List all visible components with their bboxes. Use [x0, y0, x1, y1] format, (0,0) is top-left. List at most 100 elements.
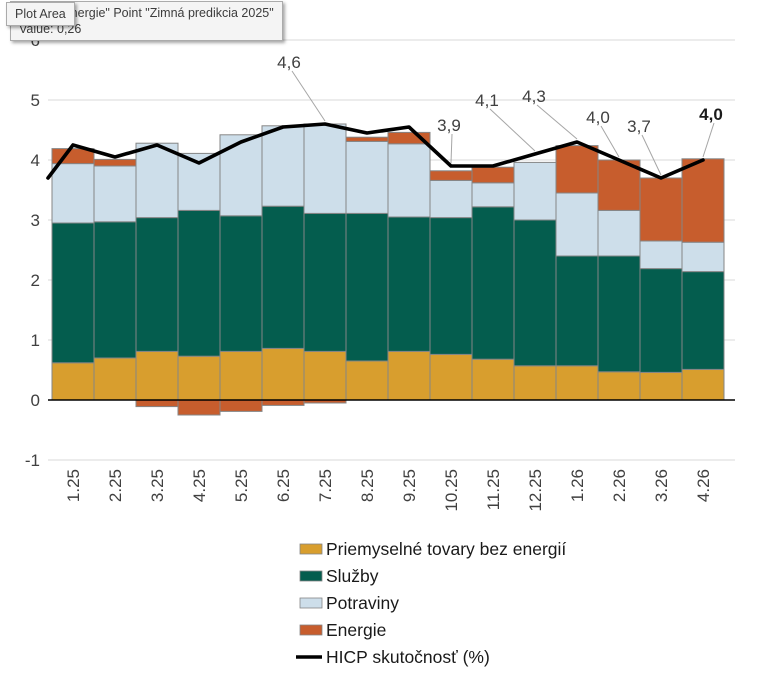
bar-segment-energie[interactable]: [345, 136, 389, 142]
bar-segment-priemyseln-tovary-bez-energi[interactable]: [471, 358, 515, 401]
hicp-data-label[interactable]: 4,6: [277, 53, 301, 72]
x-tick-label: 6.25: [274, 469, 293, 502]
bar-segment-energie[interactable]: [135, 399, 179, 408]
x-tick-label: 9.25: [400, 469, 419, 502]
bar-segment-potraviny[interactable]: [555, 192, 599, 257]
hicp-data-label[interactable]: 4,0: [699, 105, 723, 124]
bar-segment-energie[interactable]: [387, 131, 431, 145]
bar-segment-potraviny[interactable]: [345, 140, 389, 214]
bar-segment-slu-by[interactable]: [219, 215, 263, 352]
bar-segment-slu-by[interactable]: [429, 217, 473, 355]
bar-segment-energie[interactable]: [219, 399, 263, 412]
legend-marker-swatch[interactable]: [299, 597, 323, 609]
bar-segment-slu-by[interactable]: [303, 212, 347, 352]
bar-segment-energie[interactable]: [681, 158, 725, 243]
bar-segment-priemyseln-tovary-bez-energi[interactable]: [387, 350, 431, 401]
tooltip-plot-area-text: Plot Area: [15, 7, 66, 21]
bar-segment-priemyseln-tovary-bez-energi[interactable]: [135, 350, 179, 401]
bar-segment-slu-by[interactable]: [93, 221, 137, 359]
legend-item[interactable]: Energie: [299, 620, 386, 640]
x-tick-label: 1.26: [568, 469, 587, 502]
bar-segment-potraviny[interactable]: [93, 165, 137, 223]
legend-item[interactable]: Služby: [299, 566, 379, 586]
bar-segment-priemyseln-tovary-bez-energi[interactable]: [681, 368, 725, 401]
bar-segment-slu-by[interactable]: [261, 205, 305, 349]
bar-segment-priemyseln-tovary-bez-energi[interactable]: [93, 357, 137, 401]
bar-segment-potraviny[interactable]: [471, 182, 515, 208]
bar-segment-potraviny[interactable]: [135, 142, 179, 219]
bar-segment-potraviny[interactable]: [639, 240, 683, 270]
bar-segment-slu-by[interactable]: [555, 255, 599, 367]
bar-segment-potraviny[interactable]: [429, 179, 473, 219]
hicp-data-label[interactable]: 3,9: [437, 116, 461, 135]
x-tick-label: 5.25: [232, 469, 251, 502]
hicp-data-label[interactable]: 4,1: [475, 91, 499, 110]
bar-segment-potraviny[interactable]: [51, 163, 95, 224]
x-tick-label: 3.26: [652, 469, 671, 502]
bar-segment-priemyseln-tovary-bez-energi[interactable]: [51, 362, 95, 401]
y-tick-label: 3: [31, 211, 40, 230]
hicp-data-label[interactable]: 4,3: [522, 87, 546, 106]
bar-segment-potraviny[interactable]: [513, 161, 557, 221]
bar-segment-slu-by[interactable]: [51, 222, 95, 364]
bar-segment-priemyseln-tovary-bez-energi[interactable]: [429, 353, 473, 401]
bar-segment-energie[interactable]: [639, 177, 683, 242]
y-tick-label: 4: [31, 151, 40, 170]
bar-segment-priemyseln-tovary-bez-energi[interactable]: [303, 350, 347, 401]
bar-segment-potraviny[interactable]: [261, 125, 305, 207]
bar-segment-slu-by[interactable]: [681, 271, 725, 370]
x-tick-label: 10.25: [442, 469, 461, 512]
bar-segment-priemyseln-tovary-bez-energi[interactable]: [555, 365, 599, 401]
bar-segment-potraviny[interactable]: [219, 134, 263, 217]
bar-segment-energie[interactable]: [261, 399, 305, 406]
bar-segment-energie[interactable]: [429, 170, 473, 181]
bar-segment-slu-by[interactable]: [387, 216, 431, 352]
bar-segment-slu-by[interactable]: [177, 209, 221, 357]
bar-segment-slu-by[interactable]: [597, 255, 641, 373]
bar-segment-priemyseln-tovary-bez-energi[interactable]: [345, 360, 389, 401]
hicp-line[interactable]: [46, 122, 705, 180]
y-tick-label: 2: [31, 271, 40, 290]
bar-segment-priemyseln-tovary-bez-energi[interactable]: [597, 371, 641, 401]
legend-marker-swatch[interactable]: [299, 624, 323, 636]
bar-segment-potraviny[interactable]: [303, 123, 347, 214]
bar-segment-slu-by[interactable]: [345, 212, 389, 362]
bar-segment-priemyseln-tovary-bez-energi[interactable]: [177, 355, 221, 401]
bar-segment-energie[interactable]: [177, 399, 221, 416]
x-tick-label: 1.25: [64, 469, 83, 502]
tooltip-series-point-text: Series "Energie" Point "Zimná predikcia …: [19, 6, 274, 20]
legend-marker-swatch[interactable]: [299, 543, 323, 555]
data-label-leader-line: [702, 122, 715, 158]
legend-item[interactable]: Priemyselné tovary bez energií: [299, 539, 566, 559]
legend-item[interactable]: HICP skutočnosť (%): [296, 647, 490, 667]
bar-segment-slu-by[interactable]: [639, 268, 683, 373]
hicp-data-label[interactable]: 3,7: [627, 117, 651, 136]
data-label-leader-line: [489, 108, 536, 152]
bar-segment-potraviny[interactable]: [387, 143, 431, 218]
bar-segment-priemyseln-tovary-bez-energi[interactable]: [219, 350, 263, 401]
legend-item[interactable]: Potraviny: [299, 593, 399, 613]
bar-segment-potraviny[interactable]: [597, 209, 641, 257]
legend-label[interactable]: HICP skutočnosť (%): [326, 647, 490, 667]
bar-segment-energie[interactable]: [471, 166, 515, 184]
legend-label[interactable]: Priemyselné tovary bez energií: [326, 539, 566, 559]
bar-segment-priemyseln-tovary-bez-energi[interactable]: [261, 347, 305, 401]
legend-label[interactable]: Služby: [326, 566, 379, 586]
legend-label[interactable]: Potraviny: [326, 593, 399, 613]
legend-label[interactable]: Energie: [326, 620, 386, 640]
bar-segment-energie[interactable]: [93, 158, 137, 167]
data-label-leader-line: [641, 134, 662, 176]
bar-segment-energie[interactable]: [555, 145, 599, 194]
legend-marker-swatch[interactable]: [299, 570, 323, 582]
x-tick-label: 3.25: [148, 469, 167, 502]
bar-segment-priemyseln-tovary-bez-energi[interactable]: [513, 365, 557, 401]
bar-segment-priemyseln-tovary-bez-energi[interactable]: [639, 371, 683, 401]
bar-segment-slu-by[interactable]: [135, 217, 179, 352]
data-label-leader-line: [536, 104, 578, 140]
x-tick-label: 2.25: [106, 469, 125, 502]
bar-segment-slu-by[interactable]: [513, 219, 557, 367]
hicp-data-label[interactable]: 4,0: [586, 108, 610, 127]
bar-segment-potraviny[interactable]: [681, 241, 725, 273]
bar-segment-slu-by[interactable]: [471, 206, 515, 360]
